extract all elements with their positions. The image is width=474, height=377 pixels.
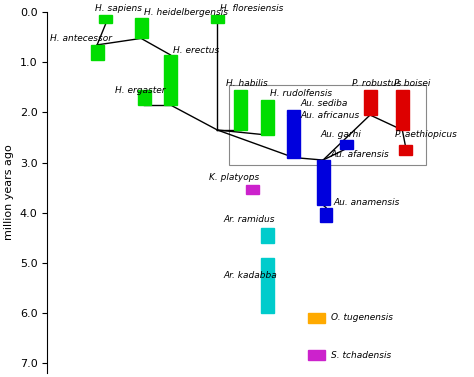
Bar (399, 145, 412, 155)
Bar (261, 228, 274, 243)
Text: P. boisei: P. boisei (393, 80, 430, 89)
Bar (211, 15, 224, 23)
Text: P. robustus: P. robustus (353, 80, 402, 89)
Text: Au. afarensis: Au. afarensis (330, 150, 389, 159)
Text: K. platyops: K. platyops (209, 173, 259, 182)
Text: O. tugenensis: O. tugenensis (331, 313, 393, 322)
Bar (164, 55, 177, 105)
Bar (309, 313, 325, 323)
Text: S. tchadensis: S. tchadensis (331, 351, 391, 360)
Text: Au. anamensis: Au. anamensis (333, 198, 400, 207)
Text: H. ergaster: H. ergaster (115, 86, 165, 95)
Text: H. antecessor: H. antecessor (50, 34, 112, 43)
Text: H. sapiens: H. sapiens (95, 5, 142, 13)
Text: Au. africanus: Au. africanus (301, 111, 360, 120)
Text: Au. garhi: Au. garhi (320, 130, 361, 138)
Bar (235, 90, 247, 130)
Bar (261, 258, 274, 313)
Text: H. erectus: H. erectus (173, 46, 219, 55)
Text: H. heidelbergensis: H. heidelbergensis (144, 8, 228, 17)
Bar (91, 45, 103, 60)
Bar (229, 85, 426, 165)
Text: Ar. kadabba: Ar. kadabba (223, 271, 277, 280)
Text: H. habilis: H. habilis (226, 80, 268, 89)
Text: Au. sediba: Au. sediba (301, 100, 348, 109)
Bar (317, 160, 329, 205)
Text: H. floresiensis: H. floresiensis (220, 5, 284, 13)
Bar (340, 140, 353, 149)
Bar (261, 100, 274, 135)
Text: P. aethiopicus: P. aethiopicus (395, 130, 456, 138)
Bar (100, 15, 112, 23)
Bar (396, 90, 409, 130)
Bar (364, 90, 376, 115)
Y-axis label: million years ago: million years ago (4, 145, 14, 241)
Bar (246, 185, 259, 194)
Text: Ar. ramidus: Ar. ramidus (223, 215, 275, 224)
Bar (319, 208, 332, 222)
Text: H. rudolfensis: H. rudolfensis (270, 89, 332, 98)
Bar (309, 350, 325, 360)
Bar (135, 18, 147, 38)
Bar (137, 90, 151, 105)
Bar (287, 115, 300, 158)
Bar (287, 110, 300, 115)
